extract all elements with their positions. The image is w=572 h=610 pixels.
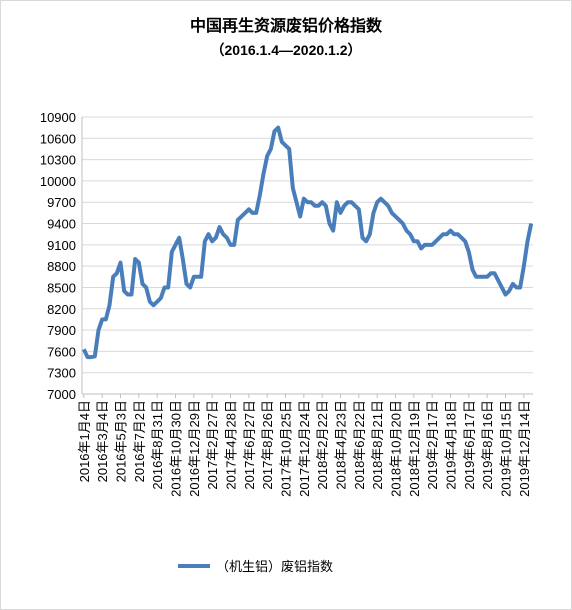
legend-label: （机生铝）废铝指数 [216,559,333,574]
x-tick-label: 2017年4月28日 [224,400,239,490]
x-tick-label: 2019年4月18日 [444,400,459,490]
y-tick-label: 8200 [47,302,76,317]
y-tick-label: 9700 [47,195,76,210]
y-tick-label: 10600 [40,131,76,146]
x-tick-label: 2017年8月26日 [260,400,275,490]
y-tick-label: 10000 [40,174,76,189]
y-tick-label: 10300 [40,153,76,168]
x-tick-label: 2019年6月17日 [462,400,477,490]
x-tick-label: 2016年3月4日 [95,400,110,482]
x-tick-label: 2019年8月16日 [480,400,495,490]
y-tick-label: 7900 [47,323,76,338]
x-tick-label: 2017年2月27日 [205,400,220,490]
x-tick-label: 2018年6月22日 [352,400,367,490]
x-tick-label: 2016年12月29日 [187,400,202,497]
x-tick-label: 2018年2月22日 [315,400,330,490]
x-tick-label: 2017年6月27日 [242,400,257,490]
chart-subtitle: （2016.1.4—2020.1.2） [211,42,362,58]
x-tick-label: 2019年2月17日 [425,400,440,490]
chart-title: 中国再生资源废铝价格指数 [190,16,383,35]
x-tick-label: 2017年10月25日 [279,400,294,497]
y-tick-label: 9400 [47,217,76,232]
y-tick-label: 10900 [40,110,76,125]
x-tick-label: 2016年7月2日 [132,400,147,482]
y-tick-label: 7000 [47,387,76,402]
x-tick-label: 2018年4月23日 [334,400,349,490]
y-tick-label: 8800 [47,259,76,274]
x-tick-label: 2016年10月30日 [169,400,184,497]
x-tick-label: 2018年8月21日 [370,400,385,490]
y-tick-label: 9100 [47,238,76,253]
x-tick-label: 2017年12月24日 [297,400,312,497]
x-tick-label: 2016年5月3日 [114,400,129,482]
x-tick-label: 2019年12月14日 [517,400,532,497]
x-tick-label: 2016年1月4日 [77,400,92,482]
data-line [82,125,534,360]
y-tick-label: 8500 [47,280,76,295]
x-tick-label: 2018年12月19日 [407,400,422,497]
x-tick-label: 2016年8月31日 [150,400,165,490]
y-tick-label: 7600 [47,344,76,359]
x-tick-label: 2019年10月15日 [499,400,514,497]
y-tick-label: 7300 [47,366,76,381]
x-tick-label: 2018年10月20日 [389,400,404,497]
